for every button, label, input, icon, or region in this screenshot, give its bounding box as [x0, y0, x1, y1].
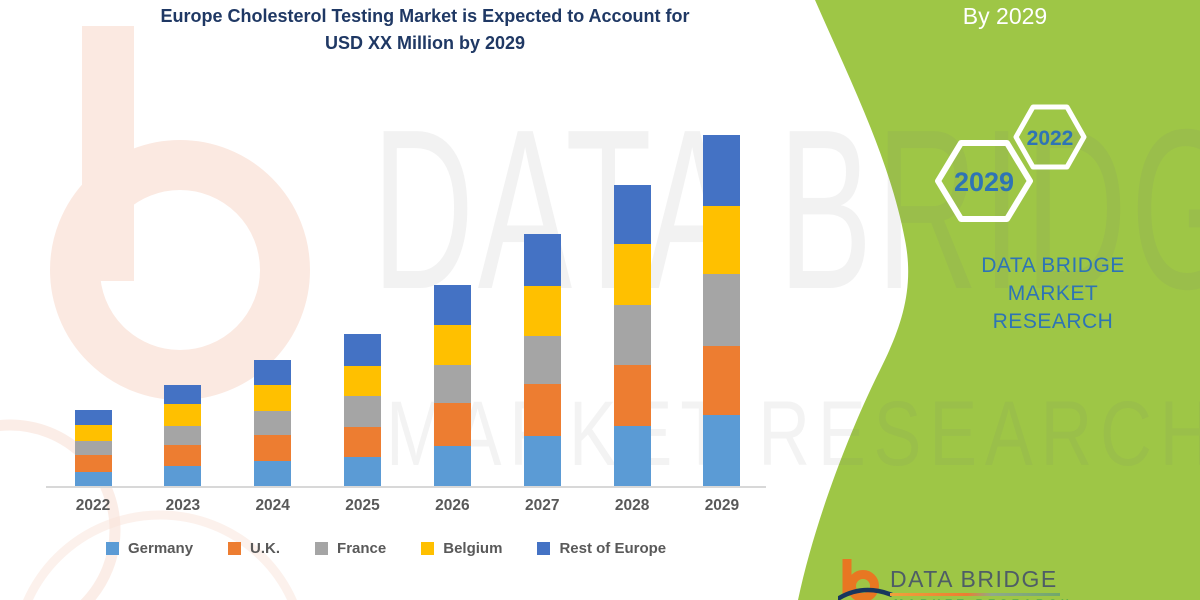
bar-segment-rest-of-europe [254, 360, 292, 385]
footer-sub-text: MARKET RESEARCH [894, 598, 1073, 600]
footer-brand-text: DATA BRIDGE [890, 566, 1058, 592]
bar-segment-u-k [254, 435, 292, 461]
bar-segment-u-k [164, 445, 202, 466]
x-tick-label-2026: 2026 [435, 497, 470, 514]
stacked-bar-2022 [74, 410, 112, 487]
bar-segment-rest-of-europe [164, 385, 202, 404]
bar-segment-germany [164, 466, 202, 487]
x-tick-label-2023: 2023 [165, 497, 201, 514]
legend-swatch-rest-of-europe [537, 542, 551, 555]
legend-label-u-k: U.K. [250, 540, 281, 557]
bar-segment-france [613, 305, 651, 365]
legend-item-belgium: Belgium [421, 540, 502, 557]
bar-segment-germany [344, 457, 382, 487]
x-tick-label-2025: 2025 [345, 497, 380, 514]
bar-segment-germany [523, 436, 561, 487]
bar-segment-rest-of-europe [703, 135, 741, 206]
x-axis-labels: 2022 2023 2024 2025 2026 2027 2028 2029 [0, 497, 800, 519]
bar-segment-france [344, 396, 382, 427]
bar-segment-u-k [523, 384, 561, 436]
bar-segment-france [164, 426, 202, 445]
stacked-bar-2027 [523, 234, 561, 487]
b-icon-swoosh [838, 587, 893, 600]
bar-segment-belgium [344, 366, 382, 396]
stacked-bar-2026 [433, 285, 471, 487]
legend-swatch-u-k [228, 542, 242, 555]
side-panel-brand-line2: RESEARCH [992, 310, 1114, 333]
bar-segment-belgium [254, 385, 292, 411]
bar-segment-belgium [74, 425, 112, 441]
stacked-bar-2025 [344, 334, 382, 487]
plot-area [48, 135, 765, 487]
x-axis-line [46, 486, 766, 488]
legend-label-germany: Germany [128, 540, 194, 557]
x-tick-label-2027: 2027 [525, 497, 560, 514]
stacked-bar-2024 [254, 360, 292, 487]
bar-segment-germany [613, 426, 651, 487]
legend-item-germany: Germany [106, 540, 193, 557]
bar-segment-belgium [613, 244, 651, 305]
legend-label-rest-of-europe: Rest of Europe [559, 540, 667, 557]
legend: Germany U.K. France Belgium Rest of Europe [106, 540, 666, 557]
bar-segment-france [523, 336, 561, 384]
side-panel-heading: By 2029 [962, 3, 1048, 29]
stacked-bar-2023 [164, 385, 202, 487]
bar-segment-belgium [164, 404, 202, 426]
side-panel-brand-line1: DATA BRIDGE MARKET [981, 254, 1125, 305]
stacked-bar-2028 [613, 185, 651, 487]
legend-label-france: France [337, 540, 387, 557]
legend-swatch-belgium [421, 542, 435, 555]
x-tick-label-2022: 2022 [75, 497, 111, 514]
legend-swatch-france [315, 542, 329, 555]
legend-label-belgium: Belgium [443, 540, 503, 557]
databridge-b-icon [838, 559, 893, 600]
legend-item-france: France [315, 540, 386, 557]
bar-segment-france [703, 274, 741, 346]
x-tick-label-2028: 2028 [614, 497, 650, 514]
stacked-bar-2029 [703, 135, 741, 487]
bar-segment-germany [433, 446, 471, 487]
legend-swatch-germany [106, 542, 119, 555]
bar-segment-germany [74, 472, 112, 487]
b-icon-bowl [847, 570, 879, 600]
bar-segment-belgium [523, 286, 561, 336]
x-tick-label-2024: 2024 [255, 497, 290, 514]
bar-segment-rest-of-europe [433, 285, 471, 325]
bar-segment-france [254, 411, 292, 435]
x-tick-label-2029: 2029 [704, 497, 740, 514]
bar-segment-rest-of-europe [344, 334, 382, 366]
bar-segment-u-k [703, 346, 741, 415]
bar-segment-u-k [74, 455, 112, 472]
side-panel-green-blob [798, 0, 1200, 600]
legend-item-rest-of-europe: Rest of Europe [537, 540, 666, 557]
bar-segment-france [433, 365, 471, 403]
footer-brand-underline [890, 593, 1060, 596]
side-panel-brand: DATA BRIDGE MARKET RESEARCH [933, 252, 1173, 336]
bar-segment-germany [254, 461, 292, 487]
chart-title: Europe Cholesterol Testing Market is Exp… [25, 3, 825, 57]
bar-segment-france [74, 441, 112, 455]
chart-title-line1: Europe Cholesterol Testing Market is Exp… [160, 6, 690, 26]
bar-segment-rest-of-europe [74, 410, 112, 425]
bar-segment-rest-of-europe [613, 185, 651, 244]
bar-segment-belgium [703, 206, 741, 274]
chart-title-line2: USD XX Million by 2029 [324, 33, 526, 53]
bar-segment-belgium [433, 325, 471, 365]
bar-segment-u-k [433, 403, 471, 446]
bar-segment-rest-of-europe [523, 234, 561, 286]
bar-segment-germany [703, 415, 741, 487]
bar-segment-u-k [613, 365, 651, 426]
legend-item-u-k: U.K. [228, 540, 280, 557]
bar-segment-u-k [344, 427, 382, 457]
